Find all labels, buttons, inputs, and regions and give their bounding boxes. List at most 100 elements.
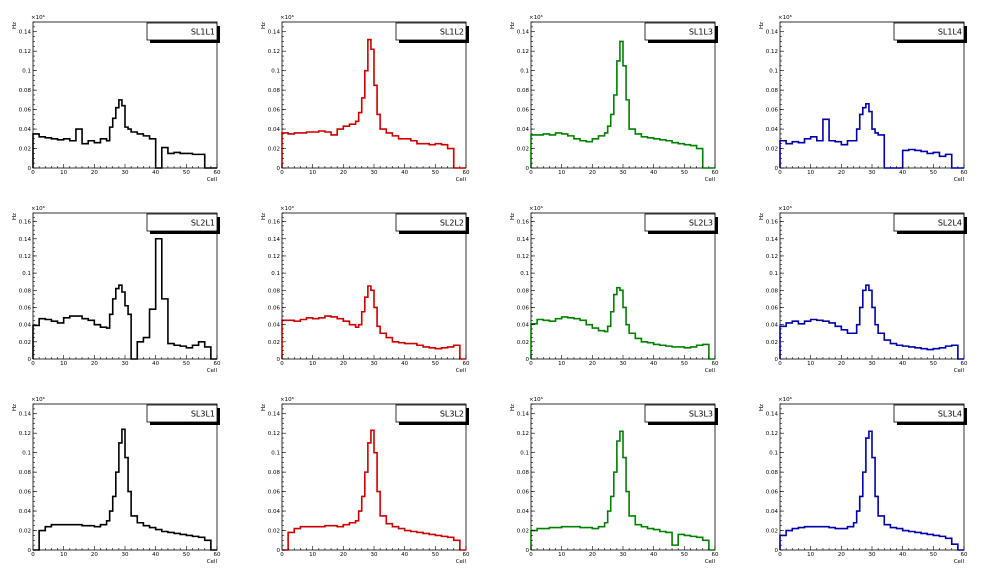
x-tick-label: 50 xyxy=(930,552,937,558)
y-axis-label: Hz xyxy=(510,213,516,220)
y-tick-label: 0.12 xyxy=(19,431,31,437)
y-tick-label: 0.1 xyxy=(271,69,280,75)
y-tick-label: 0.1 xyxy=(769,451,778,457)
chart-title: SL3L3 xyxy=(689,410,713,419)
y-tick-label: 0 xyxy=(775,548,779,554)
y-tick-label: 0.06 xyxy=(19,305,32,311)
y-tick-label: 0.1 xyxy=(520,271,529,277)
plot-frame xyxy=(281,21,467,169)
y-tick-label: 0.04 xyxy=(268,127,281,133)
y-tick-label: 0.14 xyxy=(268,412,281,418)
histogram-line xyxy=(281,38,466,169)
x-tick-label: 10 xyxy=(309,552,316,558)
plot-frame xyxy=(32,403,218,551)
x-tick-label: 50 xyxy=(432,170,439,176)
x-tick-label: 10 xyxy=(807,170,814,176)
title-box xyxy=(644,213,716,232)
y-tick-label: 0.12 xyxy=(517,49,529,55)
histogram-line xyxy=(779,284,964,360)
y-multiplier-label: ×10⁶ xyxy=(280,14,295,21)
chart-title: SL3L1 xyxy=(191,410,215,419)
y-multiplier-label: ×10⁶ xyxy=(31,396,46,403)
chart-panel-sl3l2: 0 10 20 30 40 50 60 0 0.02 0.04 0.06 0.08 0.1 0.12 0.1… xyxy=(249,382,498,573)
y-tick-label: 0.12 xyxy=(268,431,280,437)
x-tick-label: 30 xyxy=(869,170,876,176)
y-axis-label: Hz xyxy=(12,213,18,220)
x-tick-label: 60 xyxy=(961,170,968,176)
y-tick-label: 0.16 xyxy=(19,220,32,226)
x-tick-label: 40 xyxy=(650,552,657,558)
y-tick-label: 0.14 xyxy=(766,237,779,243)
y-tick-label: 0.1 xyxy=(271,451,280,457)
x-tick-label: 0 xyxy=(778,552,782,558)
chart-svg: 0 10 20 30 40 50 60 0 0.02 0.04 0.06 0.08 0.1 0.12 0.1… xyxy=(759,205,968,374)
y-multiplier-label: ×10⁶ xyxy=(778,14,793,21)
y-axis-label: Hz xyxy=(261,213,267,220)
chart-panel-sl2l4: 0 10 20 30 40 50 60 0 0.02 0.04 0.06 0.08 0.1 0.12 0.1… xyxy=(747,191,996,382)
y-axis-label: Hz xyxy=(759,213,765,220)
x-tick-label: 20 xyxy=(340,552,347,558)
x-tick-label: 50 xyxy=(681,552,688,558)
x-tick-label: 0 xyxy=(31,361,35,367)
x-tick-label: 30 xyxy=(122,552,129,558)
title-box xyxy=(644,404,716,423)
x-tick-label: 60 xyxy=(961,361,968,367)
y-tick-label: 0.04 xyxy=(517,127,530,133)
histogram-line xyxy=(33,428,217,551)
y-tick-label: 0.08 xyxy=(268,88,281,94)
x-tick-label: 50 xyxy=(183,361,190,367)
chart-title: SL3L4 xyxy=(938,410,962,419)
y-axis-label: Hz xyxy=(12,22,18,29)
y-tick-label: 0.14 xyxy=(517,412,530,418)
y-tick-label: 0.08 xyxy=(766,470,779,476)
x-axis-label: Cell xyxy=(705,559,716,565)
y-tick-label: 0.08 xyxy=(268,470,281,476)
y-tick-label: 0.1 xyxy=(769,69,778,75)
y-tick-label: 0.14 xyxy=(19,30,32,36)
y-tick-label: 0 xyxy=(28,548,32,554)
plot-frame xyxy=(779,212,965,360)
chart-svg: 0 10 20 30 40 50 60 0 0.02 0.04 0.06 0.08 0.1 0.12 0.1… xyxy=(261,396,470,565)
plot-frame xyxy=(779,403,965,551)
chart-panel-sl1l2: 0 10 20 30 40 50 60 0 0.02 0.04 0.06 0.08 0.1 0.12 0.1… xyxy=(249,0,498,191)
y-tick-label: 0.14 xyxy=(766,30,779,36)
y-axis-label: Hz xyxy=(12,404,18,411)
x-tick-label: 0 xyxy=(280,361,284,367)
y-tick-label: 0.02 xyxy=(766,529,778,535)
y-tick-label: 0.08 xyxy=(268,288,281,294)
plot-frame xyxy=(32,21,218,169)
plot-frame xyxy=(32,212,218,360)
x-tick-label: 10 xyxy=(558,170,565,176)
x-tick-label: 60 xyxy=(463,552,470,558)
y-tick-label: 0 xyxy=(526,357,530,363)
chart-svg: 0 10 20 30 40 50 60 0 0.02 0.04 0.06 0.08 0.1 0.12 0.1… xyxy=(510,205,719,374)
x-tick-label: 10 xyxy=(309,170,316,176)
x-tick-label: 20 xyxy=(589,170,596,176)
histogram-line xyxy=(779,102,964,169)
y-axis-label: Hz xyxy=(510,22,516,29)
title-box xyxy=(395,404,467,423)
chart-svg: 0 10 20 30 40 50 60 0 0.02 0.04 0.06 0.08 0.1 0.12 0.1… xyxy=(261,14,470,183)
y-tick-label: 0 xyxy=(28,166,32,172)
x-tick-label: 0 xyxy=(529,552,533,558)
y-tick-label: 0.08 xyxy=(19,470,32,476)
y-tick-label: 0.02 xyxy=(268,529,280,535)
x-tick-label: 20 xyxy=(340,361,347,367)
x-tick-label: 30 xyxy=(122,170,129,176)
title-box xyxy=(893,404,965,423)
y-tick-label: 0.1 xyxy=(22,451,31,457)
x-tick-label: 30 xyxy=(122,361,129,367)
x-tick-label: 10 xyxy=(309,361,316,367)
chart-svg: 0 10 20 30 40 50 60 0 0.02 0.04 0.06 0.08 0.1 0.12 0.1… xyxy=(12,205,221,374)
x-tick-label: 40 xyxy=(650,170,657,176)
histogram-line xyxy=(530,430,715,551)
x-tick-label: 40 xyxy=(899,552,906,558)
chart-title: SL2L3 xyxy=(689,219,713,228)
x-tick-label: 50 xyxy=(681,170,688,176)
x-axis-label: Cell xyxy=(207,559,218,565)
chart-svg: 0 10 20 30 40 50 60 0 0.02 0.04 0.06 0.08 0.1 0.12 0.1… xyxy=(759,14,968,183)
x-tick-label: 0 xyxy=(280,170,284,176)
y-tick-label: 0.04 xyxy=(766,323,779,329)
x-tick-label: 0 xyxy=(529,361,533,367)
title-box xyxy=(146,213,218,232)
